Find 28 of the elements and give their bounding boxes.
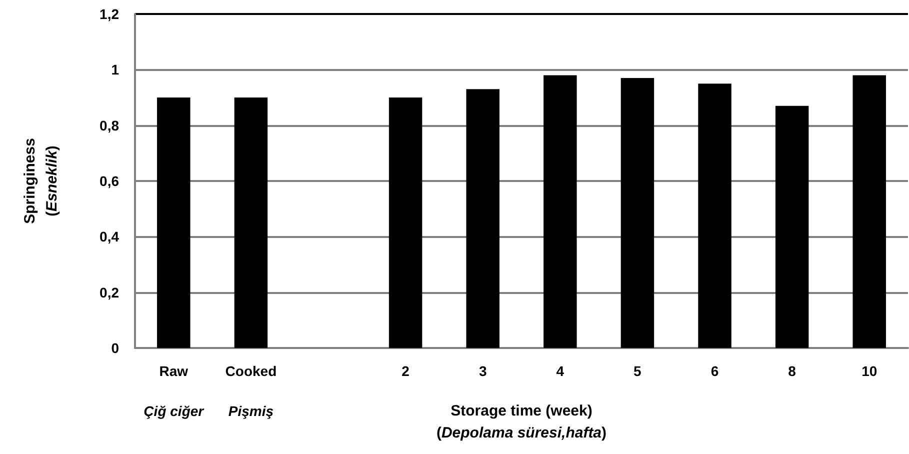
text: Çiğ ciğer [144,403,206,419]
bar [852,75,886,348]
y-tick-label: 1 [111,62,120,78]
x-tick-label: 5 [634,363,642,379]
y-tick-label: 0 [111,340,120,356]
y-tick-label: 1,2 [100,6,120,22]
bar [234,98,268,348]
x-tick-label: 10 [862,363,878,379]
bar [466,89,500,348]
bar [775,106,809,348]
x-tick-label: 6 [710,363,719,379]
bar [698,84,732,348]
y-tick-label: 0,6 [100,173,120,189]
y-tick-label: 0,4 [100,228,120,245]
x-tick-label: 8 [788,363,796,379]
bar [620,78,654,348]
bar [544,75,577,348]
x-tick-label: 2 [402,363,410,379]
y-tick-label: 0,8 [100,117,120,134]
x-tick-label: Cooked [225,363,277,379]
x-tick-label: 3 [478,363,487,379]
x-tick-label: 4 [556,363,564,379]
x-axis-title: Storage time (week) (Depolama süresi,hafta) [436,402,607,442]
x-tick-label: Raw [159,363,188,379]
y-tick-label: 0,2 [100,284,120,300]
bar [157,98,190,348]
bar [388,98,422,348]
text: Pişmiş [228,403,274,419]
